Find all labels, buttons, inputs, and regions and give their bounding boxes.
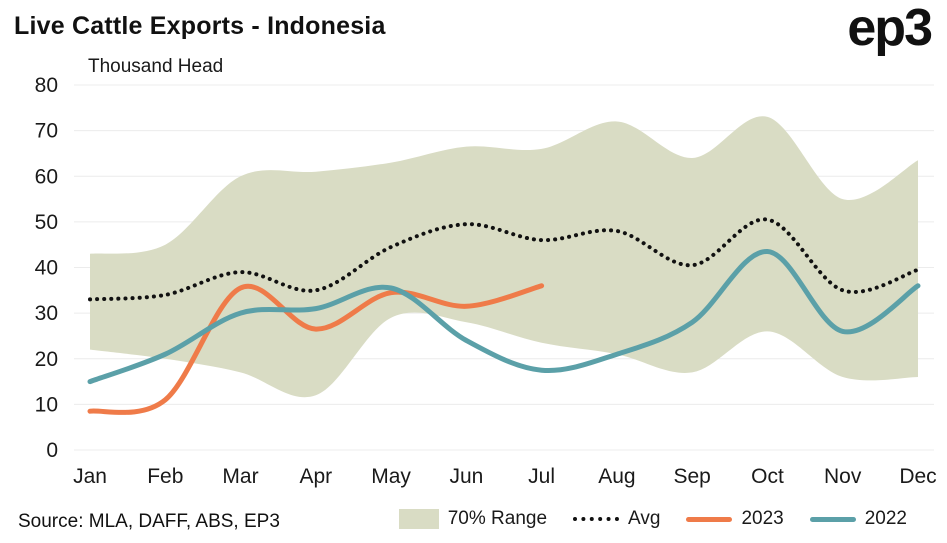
y-tick-label: 60	[35, 165, 58, 188]
series-line-avg	[88, 217, 920, 302]
x-tick-label: Aug	[598, 465, 635, 488]
x-tick-label: Apr	[299, 465, 332, 488]
legend-label-2022: 2022	[864, 508, 907, 529]
teal-line-swatch-icon	[809, 516, 856, 522]
legend-label-2023: 2023	[741, 508, 784, 529]
x-tick-label: Jan	[73, 465, 107, 488]
y-tick-label: 40	[35, 257, 58, 280]
y-tick-label: 20	[35, 348, 58, 371]
band-70-range	[90, 116, 918, 398]
y-tick-label: 30	[35, 302, 58, 325]
orange-line-swatch-icon	[686, 516, 733, 522]
band-swatch-icon	[398, 509, 439, 529]
legend-label-70-range: 70% Range	[447, 508, 548, 529]
legend-item-70-range: 70% Range	[398, 508, 548, 530]
x-tick-label: Oct	[751, 465, 784, 488]
series-line-2022	[87, 248, 921, 385]
x-tick-label: Sep	[674, 465, 711, 488]
legend-item-2022: 2022	[809, 508, 907, 530]
x-tick-label: Nov	[824, 465, 862, 488]
legend-item-avg: Avg	[573, 508, 660, 530]
y-axis-title: Thousand Head	[88, 56, 224, 77]
dotted-line-swatch-icon	[573, 517, 620, 521]
x-tick-label: May	[371, 465, 411, 488]
legend-label-avg: Avg	[628, 508, 661, 529]
x-tick-label: Mar	[222, 465, 258, 488]
source-note: Source: MLA, DAFF, ABS, EP3	[18, 511, 280, 532]
y-tick-label: 80	[35, 74, 58, 97]
y-tick-label: 0	[46, 439, 58, 462]
series-line-2023	[87, 283, 545, 415]
page-title: Live Cattle Exports - Indonesia	[14, 12, 386, 40]
chart-legend: 70% Range Avg 2023 2022	[398, 508, 907, 530]
y-tick-label: 50	[35, 211, 58, 234]
x-tick-label: Jul	[528, 465, 555, 488]
ep3-logo: ep3	[847, 0, 933, 57]
x-tick-label: Jun	[449, 465, 483, 488]
y-tick-label: 10	[35, 393, 58, 416]
legend-item-2023: 2023	[686, 508, 784, 530]
x-tick-label: Dec	[899, 465, 936, 488]
x-tick-label: Feb	[147, 465, 183, 488]
y-tick-label: 70	[35, 120, 58, 143]
